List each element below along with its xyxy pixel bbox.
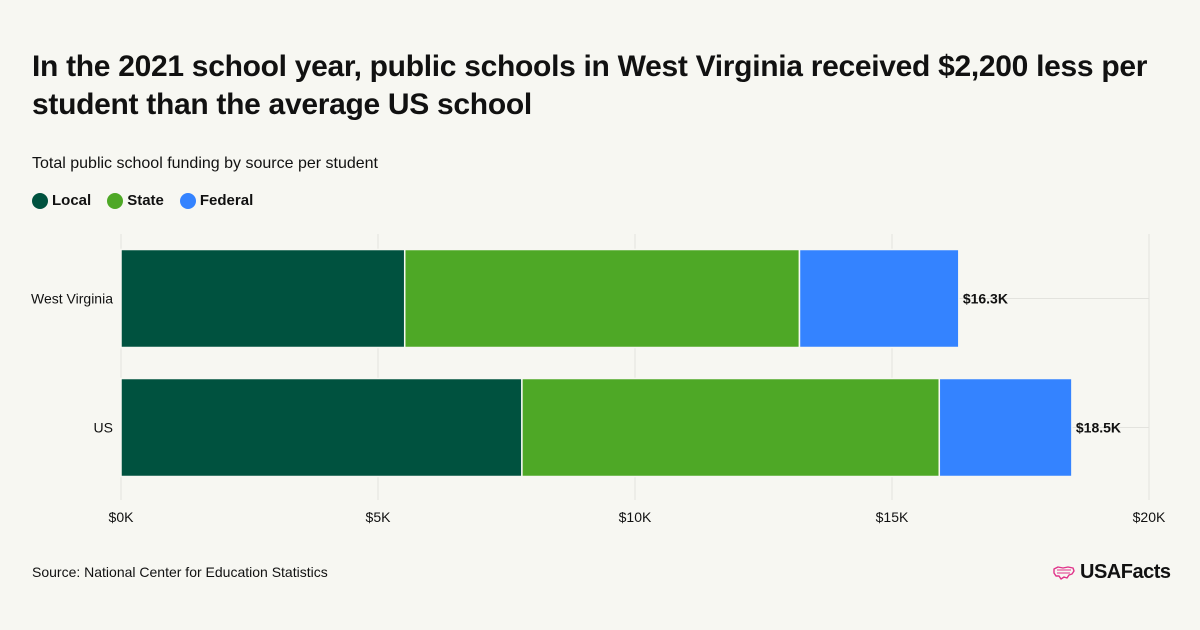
x-tick-label: $20K [1133,509,1166,525]
x-tick-label: $15K [876,509,909,525]
bar-segment-local [120,248,406,349]
usafacts-logo: USAFacts [1052,561,1171,584]
source-note: Source: National Center for Education St… [32,564,328,580]
legend-item-state: State [107,192,164,209]
x-tick-label: $5K [366,509,392,525]
bar-segment-local [120,377,523,478]
logo-text: USAFacts [1080,561,1171,583]
bar-segment-state [521,377,941,478]
chart-title: In the 2021 school year, public schools … [32,50,1148,121]
legend-swatch-local [32,192,48,209]
bar-segment-federal [798,248,960,349]
bar-segment-federal [938,377,1073,478]
legend-label-local: Local [52,192,92,209]
x-tick-label: $0K [109,509,135,525]
x-tick-label: $10K [619,509,652,525]
usa-map-icon [1053,565,1075,580]
legend-label-federal: Federal [199,192,254,209]
bar-segment-state [403,248,801,349]
legend-swatch-federal [179,192,196,209]
legend-item-federal: Federal [179,192,254,209]
chart-subtitle: Total public school funding by source pe… [32,155,378,172]
legend: Local State Federal [32,192,253,209]
total-label: $18.5K [1076,420,1121,436]
legend-swatch-state [107,192,124,209]
legend-item-local: Local [32,192,91,209]
category-label: US [94,420,113,436]
total-label: $16.3K [963,291,1008,307]
legend-label-state: State [127,192,164,209]
category-label: West Virginia [31,291,113,307]
